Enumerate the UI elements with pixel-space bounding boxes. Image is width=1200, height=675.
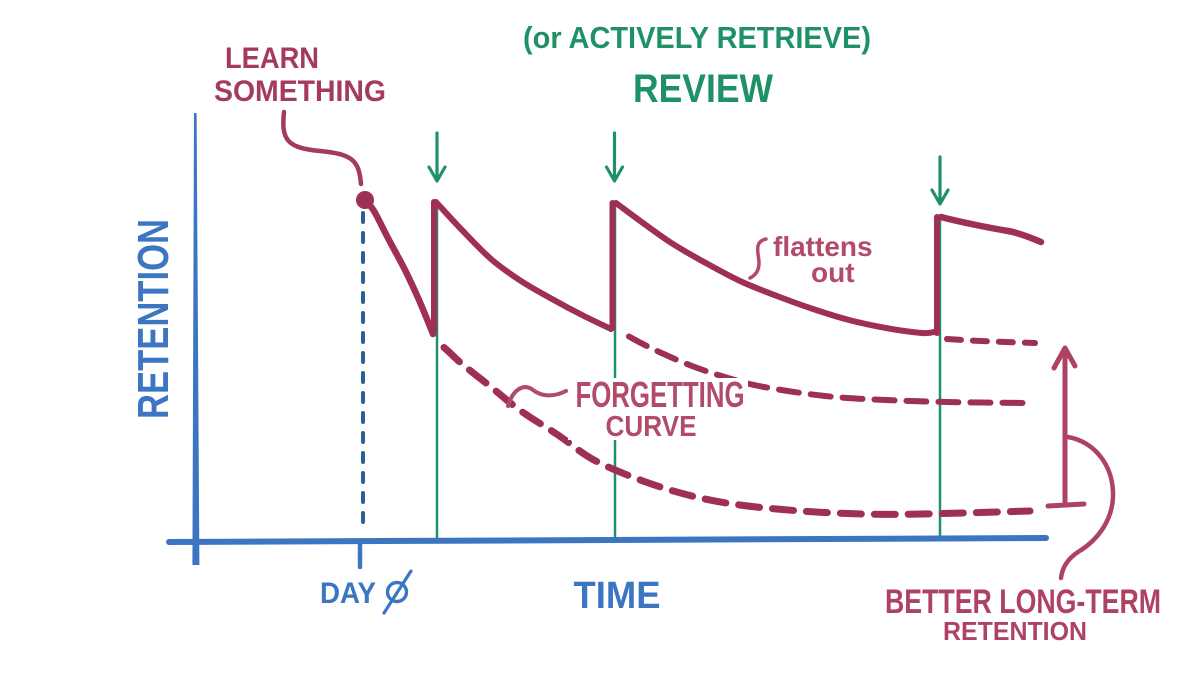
svg-text:out: out bbox=[811, 257, 855, 288]
svg-text:SOMETHING: SOMETHING bbox=[214, 75, 386, 108]
svg-text:BETTER LONG-TERM: BETTER LONG-TERM bbox=[885, 583, 1161, 621]
svg-text:FORGETTING: FORGETTING bbox=[576, 374, 745, 415]
svg-text:(or ACTIVELY RETRIEVE): (or ACTIVELY RETRIEVE) bbox=[523, 20, 871, 55]
svg-text:LEARN: LEARN bbox=[225, 42, 319, 75]
svg-text:CURVE: CURVE bbox=[606, 411, 697, 443]
svg-text:flattens: flattens bbox=[773, 231, 873, 262]
svg-text:REVIEW: REVIEW bbox=[633, 67, 773, 111]
svg-text:DAY: DAY bbox=[320, 577, 376, 610]
svg-text:RETENTION: RETENTION bbox=[943, 616, 1087, 646]
svg-text:RETENTION: RETENTION bbox=[129, 219, 178, 419]
svg-text:TIME: TIME bbox=[574, 575, 661, 617]
